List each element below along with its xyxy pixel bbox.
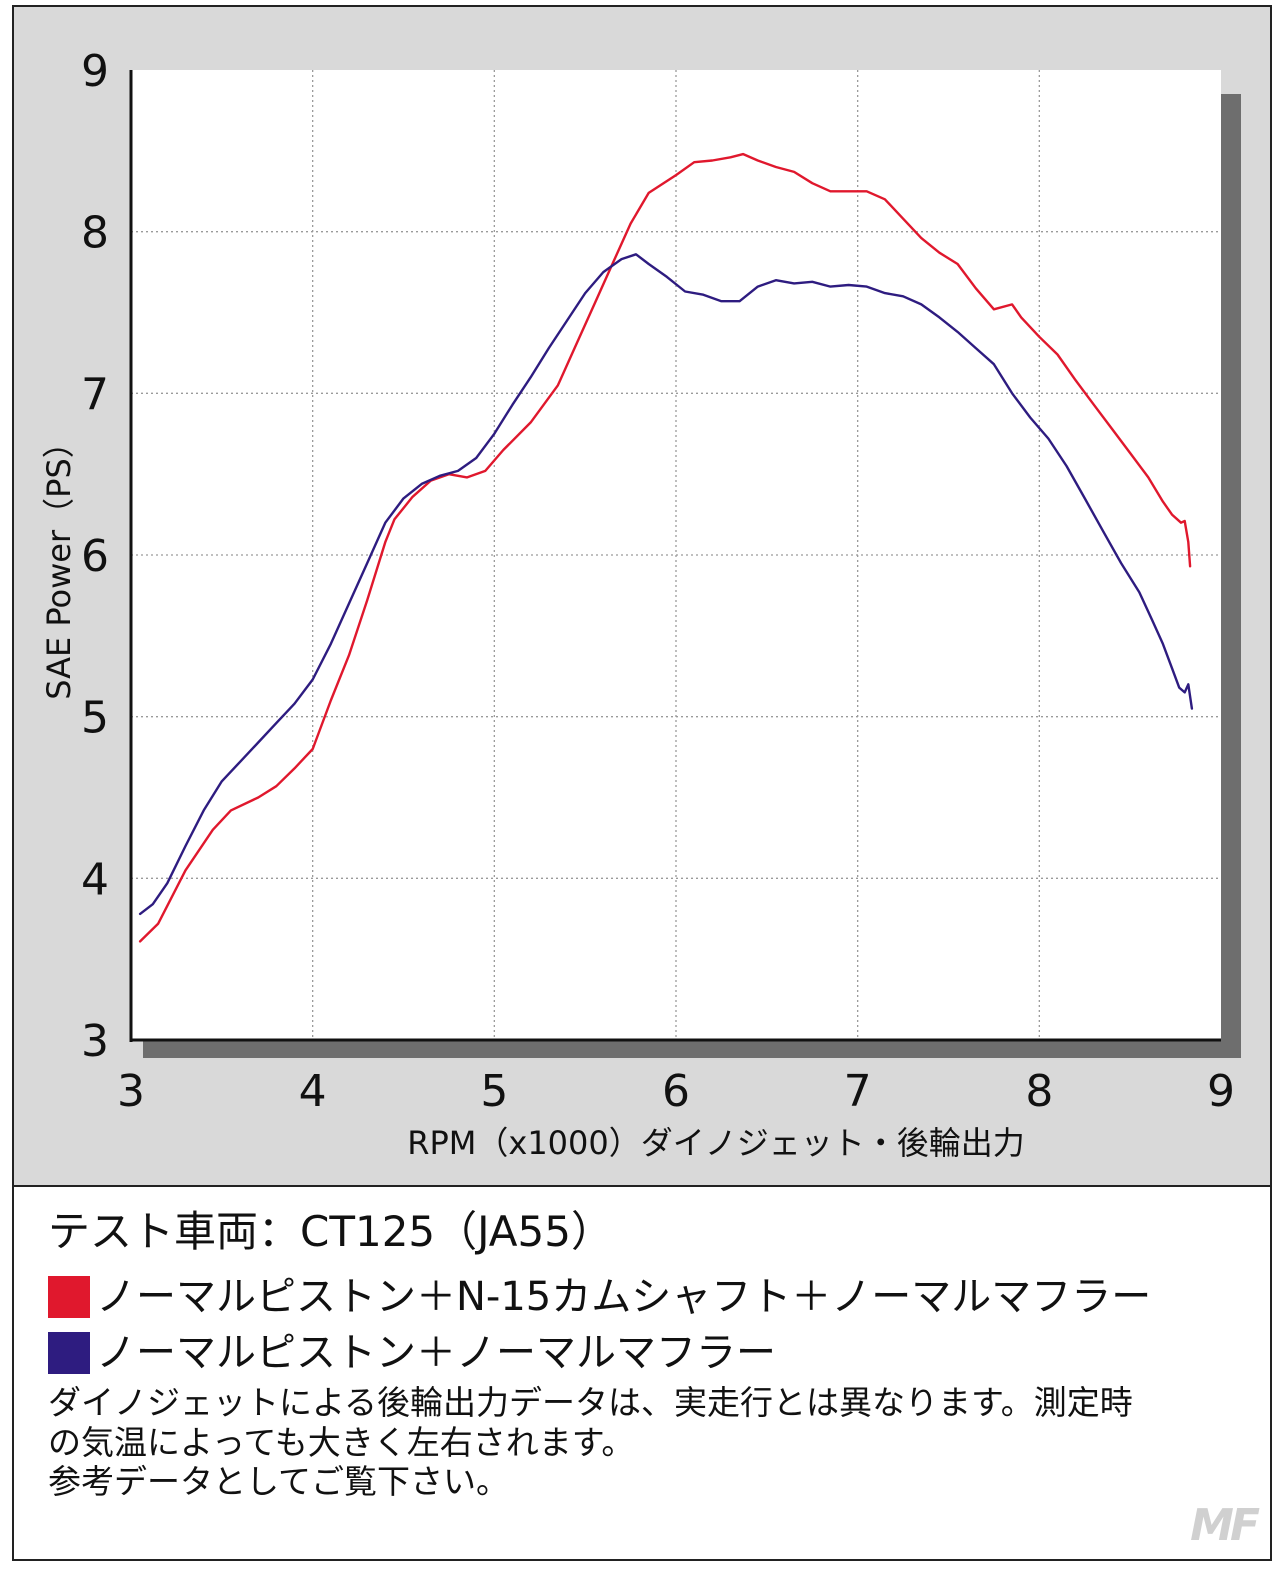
y-tick-label: 9 bbox=[81, 46, 109, 97]
series-line-n15-cam bbox=[138, 152, 1192, 943]
legend-item-n15-cam: ノーマルピストン＋N-15カムシャフト＋ノーマルマフラー bbox=[48, 1275, 1151, 1319]
y-tick-label: 5 bbox=[81, 693, 109, 744]
x-tick-label: 5 bbox=[480, 1066, 508, 1117]
legend-item-normal: ノーマルピストン＋ノーマルマフラー bbox=[48, 1331, 776, 1375]
x-tick-label: 3 bbox=[117, 1066, 145, 1117]
chart-panel: 3 4 5 6 7 8 9 3 4 5 6 7 8 9 RPM（x1000）ダイノジェット・後輪出力 SAE … bbox=[14, 7, 1270, 1187]
test-vehicle-label: テスト車両：CT125（JA55） bbox=[48, 1207, 613, 1256]
x-tick-label: 4 bbox=[299, 1066, 327, 1117]
y-tick-label: 4 bbox=[81, 854, 109, 905]
x-tick-label: 8 bbox=[1025, 1066, 1053, 1117]
legend-label: ノーマルピストン＋ノーマルマフラー bbox=[96, 1330, 776, 1376]
x-tick-label: 9 bbox=[1207, 1066, 1235, 1117]
note-line: 参考データとしてご覧下さい。 bbox=[48, 1462, 510, 1502]
brand-watermark: MF bbox=[1190, 1500, 1260, 1551]
legend-swatch-purple bbox=[48, 1332, 90, 1374]
disclaimer-note: ダイノジェットによる後輪出力データは、実走行とは異なります。測定時 の気温によっ… bbox=[48, 1383, 1248, 1502]
y-axis-label: SAE Power（PS） bbox=[40, 426, 78, 700]
legend-label: ノーマルピストン＋N-15カムシャフト＋ノーマルマフラー bbox=[96, 1274, 1152, 1320]
y-tick-label: 8 bbox=[81, 208, 109, 259]
y-tick-label: 3 bbox=[81, 1016, 109, 1067]
note-line: ダイノジェットによる後輪出力データは、実走行とは異なります。測定時 bbox=[48, 1383, 1133, 1422]
legend-panel: テスト車両：CT125（JA55） ノーマルピストン＋N-15カムシャフト＋ノー… bbox=[14, 1187, 1270, 1559]
x-axis-label: RPM（x1000）ダイノジェット・後輪出力 bbox=[407, 1124, 1025, 1162]
x-tick-label: 7 bbox=[844, 1066, 872, 1117]
y-tick-label: 7 bbox=[81, 369, 109, 420]
legend-swatch-red bbox=[48, 1276, 90, 1318]
figure-frame: 3 4 5 6 7 8 9 3 4 5 6 7 8 9 RPM（x1000）ダイノジェット・後輪出力 SAE … bbox=[12, 5, 1272, 1561]
y-tick-label: 6 bbox=[81, 531, 109, 582]
x-tick-label: 6 bbox=[662, 1066, 690, 1117]
power-chart: 3 4 5 6 7 8 9 3 4 5 6 7 8 9 RPM（x1000）ダイノジェット・後輪出力 SAE … bbox=[40, 46, 1241, 1162]
series-line-normal bbox=[138, 253, 1194, 916]
note-line: の気温によっても大きく左右されます。 bbox=[48, 1422, 635, 1462]
